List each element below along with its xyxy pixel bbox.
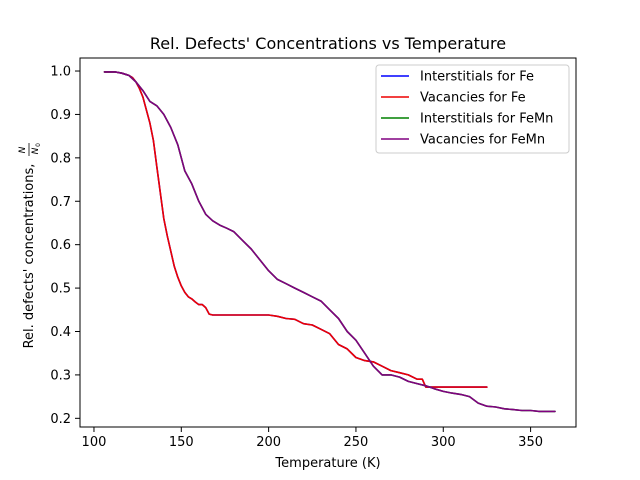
y-tick-label: 0.9 [50,108,71,123]
y-tick-label: 0.4 [50,325,71,340]
y-tick-label: 0.2 [50,412,71,427]
y-axis-fraction-subscript: 0 [35,143,42,147]
y-tick-label: 0.8 [50,151,71,166]
y-axis-fraction-denominator: N [31,147,41,154]
series-line-2 [103,71,488,388]
y-tick-label: 1.0 [50,65,71,80]
x-tick-label: 150 [169,435,194,450]
y-axis-fraction-numerator: N [18,146,28,153]
y-axis-title: Rel. defects' concentrations, N N 0 [18,143,42,348]
y-tick-label: 0.3 [50,368,71,383]
y-tick-label: 0.7 [50,195,71,210]
y-axis-title-text: Rel. defects' concentrations, [22,164,37,349]
x-tick-label: 100 [82,435,107,450]
axes-frame [79,57,577,428]
legend-label-4: Vacancies for FeMn [420,133,545,148]
series-line-4 [103,71,556,413]
chart-title: Rel. Defects' Concentrations vs Temperat… [150,34,506,53]
x-tick-label: 350 [518,435,543,450]
x-axis-title: Temperature (K) [274,456,380,471]
legend-label-2: Vacancies for Fe [420,91,526,106]
plot-area [103,71,556,413]
x-tick-label: 300 [431,435,456,450]
legend-items: Interstitials for Fe Vacancies for Fe Inte… [381,70,553,148]
x-tick-label: 200 [256,435,281,450]
y-tick-label: 0.6 [50,238,71,253]
y-axis-title-fraction: N N 0 [18,143,42,156]
legend-box [375,64,570,154]
y-axis: 0.2 0.3 0.4 0.5 0.6 0.7 0.8 0.9 1.0 [50,65,80,427]
x-axis: 100 150 200 250 300 350 [82,427,543,450]
legend-label-1: Interstitials for Fe [420,70,534,85]
y-tick-label: 0.5 [50,282,71,297]
legend-label-3: Interstitials for FeMn [420,112,553,127]
legend: Interstitials for Fe Vacancies for Fe Inte… [375,64,570,154]
x-tick-label: 250 [344,435,369,450]
